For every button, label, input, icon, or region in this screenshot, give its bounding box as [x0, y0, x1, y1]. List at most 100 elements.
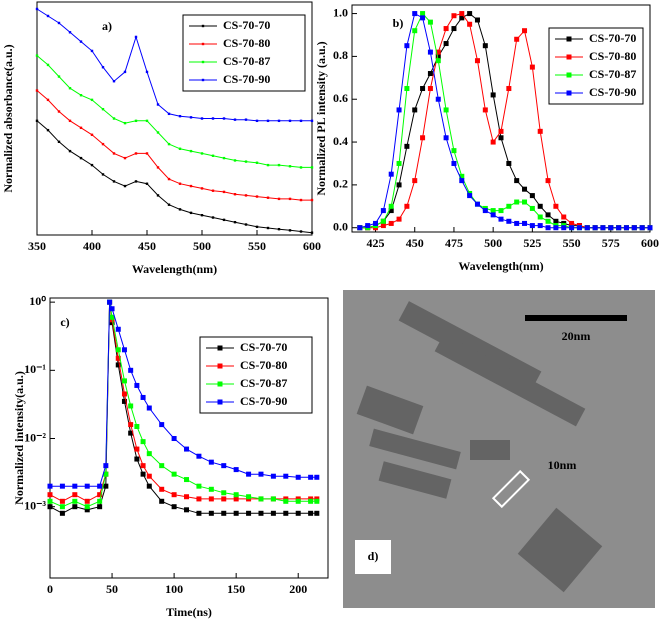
data-point [266, 196, 270, 199]
data-point [123, 156, 127, 160]
data-point [474, 58, 480, 64]
data-point [308, 510, 314, 516]
data-point [68, 31, 72, 34]
legend-label: CS-70-80 [240, 358, 287, 372]
data-point [101, 66, 105, 69]
x-axis-label: Time(ns) [166, 605, 212, 619]
data-point [167, 177, 171, 181]
legend-marker [201, 42, 205, 46]
data-point [545, 212, 551, 218]
legend-box [182, 14, 306, 92]
data-point [244, 194, 248, 197]
data-point [233, 492, 239, 498]
data-point [427, 71, 433, 77]
data-point [189, 116, 193, 119]
data-point [145, 119, 149, 123]
data-point [146, 473, 152, 479]
data-point [631, 225, 637, 231]
data-point [103, 463, 109, 469]
data-point [529, 193, 535, 199]
data-point [109, 306, 115, 312]
data-point [145, 182, 149, 185]
data-point [115, 347, 121, 353]
data-point [184, 477, 190, 483]
data-point [545, 225, 551, 231]
plot-frame [351, 4, 651, 233]
data-point [211, 216, 215, 219]
data-point [561, 225, 567, 231]
data-point [537, 128, 543, 134]
data-point [112, 180, 116, 183]
data-point [451, 148, 457, 154]
data-point [59, 483, 65, 489]
data-point [404, 203, 410, 209]
data-point [208, 459, 214, 465]
data-point [200, 213, 204, 217]
data-point [208, 496, 214, 502]
y-tick-label: 10⁻³ [24, 498, 46, 512]
data-point [167, 112, 171, 116]
data-point [196, 510, 202, 516]
data-point [59, 510, 65, 516]
data-point [288, 165, 292, 168]
data-point [314, 498, 320, 504]
data-point [159, 463, 165, 469]
data-point [134, 152, 138, 155]
legend-marker [566, 54, 572, 60]
data-point [134, 35, 138, 39]
series-line [50, 301, 317, 487]
data-point [608, 225, 614, 231]
data-point [47, 483, 53, 489]
data-point [396, 160, 402, 166]
data-point [233, 193, 237, 196]
series-line [49, 302, 317, 514]
data-point [211, 189, 215, 192]
data-point [222, 117, 226, 120]
plot-frame [49, 297, 329, 579]
data-point [277, 163, 281, 167]
data-point [616, 225, 622, 231]
label-box [355, 540, 391, 574]
data-point [310, 119, 314, 123]
data-point [506, 203, 512, 209]
data-point [467, 11, 473, 17]
data-point [623, 225, 629, 231]
data-point [233, 159, 237, 162]
data-point [35, 7, 39, 11]
legend-box [548, 27, 644, 105]
data-point [288, 119, 292, 123]
data-point [427, 19, 433, 25]
highlight-box [491, 469, 531, 509]
data-point [451, 160, 457, 166]
scale-bar [525, 315, 627, 321]
data-point [159, 422, 165, 428]
data-point [490, 139, 496, 145]
data-point [569, 225, 575, 231]
legend-marker [201, 24, 205, 28]
data-point [146, 483, 152, 489]
data-point [490, 208, 496, 214]
data-point [412, 178, 418, 184]
data-point [221, 510, 227, 516]
data-point [79, 156, 83, 160]
legend-label: CS-70-90 [589, 85, 636, 99]
data-point [101, 142, 105, 146]
data-point [167, 142, 171, 146]
data-point [208, 486, 214, 492]
data-point [420, 11, 426, 17]
data-point [134, 446, 140, 452]
data-point [295, 474, 301, 480]
legend-label: CS-70-87 [223, 54, 270, 68]
data-point [266, 226, 270, 230]
data-point [156, 194, 160, 197]
y-tick-label: 0.8 [333, 48, 348, 62]
x-tick-label: 425 [367, 236, 385, 250]
data-point [121, 378, 127, 384]
data-point [103, 483, 109, 489]
data-point [498, 216, 504, 222]
x-axis-label: Wavelength(nm) [458, 259, 543, 273]
data-point [299, 119, 303, 123]
data-point [184, 446, 190, 452]
data-point [196, 453, 202, 459]
